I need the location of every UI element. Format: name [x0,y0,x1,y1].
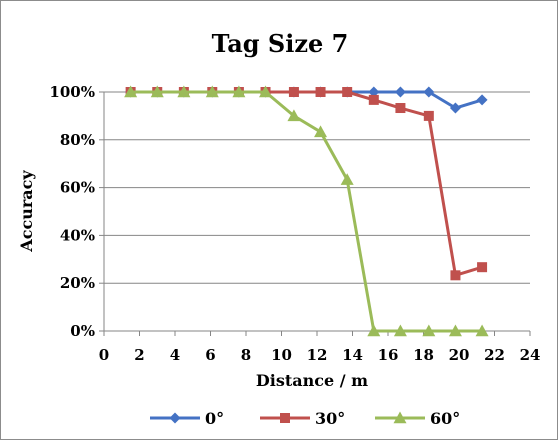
legend-label: 30° [315,409,345,428]
chart-title: Tag Size 7 [212,29,349,58]
data-point [205,85,219,98]
x-tick-label: 12 [307,346,328,364]
y-tick-label: 40% [60,226,95,244]
y-tick-labels: 0% 20% 40% 60% 80% 100% [49,83,95,340]
data-point [287,109,301,122]
data-point [288,87,299,97]
x-tick-label: 16 [378,346,399,364]
x-tick-label: 10 [271,346,292,364]
series-3 [124,85,489,337]
legend-marker [280,413,290,423]
series-layer [124,85,489,337]
x-tick-labels: 0 2 4 6 8 10 12 14 16 18 20 22 24 [99,346,541,364]
x-tick-label: 8 [241,346,251,364]
x-tick-label: 2 [134,346,144,364]
data-point [448,324,462,337]
data-point [368,94,379,105]
data-point [423,86,435,98]
legend-item: 30° [260,409,345,428]
data-point [232,85,246,98]
x-tick-label: 0 [99,346,109,364]
y-axis-title: Accuracy [17,170,36,253]
gridlines [104,91,530,284]
data-point [367,324,381,337]
data-point [394,86,406,98]
data-point [340,173,354,185]
data-point [393,324,407,337]
y-tick-label: 80% [60,131,95,149]
x-tick-label: 22 [484,346,505,364]
data-point [423,110,434,121]
data-point [476,94,488,106]
x-tick-label: 6 [205,346,215,364]
data-point [395,103,406,114]
data-point [259,85,273,98]
legend-label: 0° [205,409,224,428]
data-point [150,85,164,98]
data-point [124,85,138,98]
data-point [342,87,353,97]
y-tick-label: 0% [70,322,95,340]
data-point [315,87,326,97]
y-tick-label: 60% [60,179,95,197]
data-point [422,324,436,337]
data-point [449,102,461,114]
legend-marker [169,412,181,424]
x-axis-title: Distance / m [256,371,368,390]
legend-item: 0° [150,409,224,428]
x-tick-label: 14 [342,346,363,364]
y-tick-label: 100% [49,83,95,101]
x-tick-label: 24 [520,346,541,364]
data-point [177,85,191,98]
data-point [368,86,380,98]
legend-marker [393,411,407,424]
x-tick-label: 4 [170,346,180,364]
axes [99,91,531,336]
y-tick-label: 20% [60,274,95,292]
x-tick-label: 18 [413,346,434,364]
x-tick-label: 20 [449,346,470,364]
series-2 [125,87,488,281]
data-point [477,262,488,273]
legend: 0° 30° 60° [150,409,460,428]
data-point [450,270,461,281]
legend-item: 60° [375,409,460,428]
data-point [475,324,489,337]
series-line [130,90,483,333]
legend-label: 60° [430,409,460,428]
data-point [314,125,328,138]
